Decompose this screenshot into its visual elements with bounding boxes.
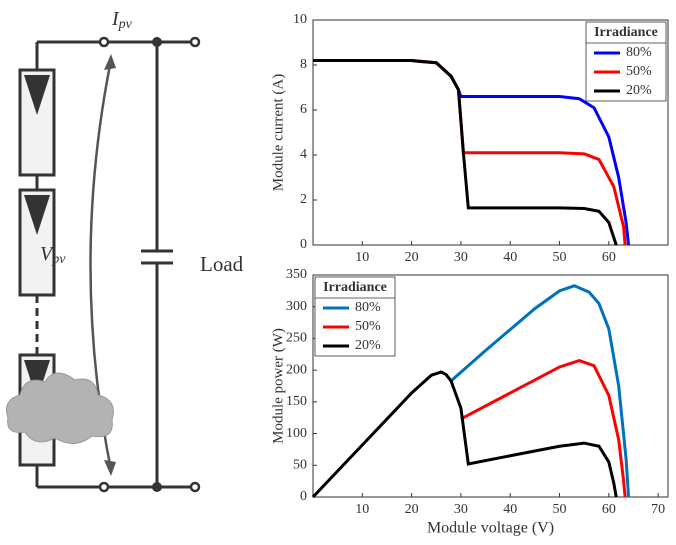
x-tick-label: 60 [602,502,616,517]
x-axis-label: Module voltage (V) [427,520,554,537]
x-tick-label: 50 [553,502,567,517]
y-tick-label: 250 [286,331,307,346]
circuit-diagram [18,36,201,493]
y-tick-label: 100 [286,426,307,441]
series-line [450,284,631,498]
x-tick-label: 40 [503,250,517,265]
legend-label: 80% [626,45,652,60]
charts: 10 20 30 40 50 60 0 2 4 6 8 10 Module current (A) Irr… [270,12,669,537]
x-tick-label: 10 [355,250,369,265]
voltage-label: Vpv [40,243,66,268]
voltage-subscript: pv [51,252,66,267]
x-tick-label: 60 [602,250,616,265]
y-tick-label: 8 [300,57,307,72]
legend-title: Irradiance [323,280,387,295]
current-label: Ipv [111,8,133,33]
y-axis-label: Module current (A) [270,74,286,191]
x-tick-label: 40 [503,502,517,517]
x-tick-label: 20 [405,502,419,517]
current-symbol: I [111,8,120,30]
y-tick-label: 2 [300,192,307,207]
y-axis-label: Module power (W) [270,328,286,444]
legend-title: Irradiance [594,25,658,40]
y-tick-label: 300 [286,299,307,314]
diagram-icons [6,54,116,476]
x-tick-label: 10 [355,502,369,517]
y-tick-label: 50 [293,458,307,473]
x-tick-label: 70 [651,502,665,517]
legend-label: 80% [355,300,381,315]
legend-box [585,21,667,102]
y-tick-label: 4 [300,147,307,162]
series-line [311,370,618,499]
y-tick-label: 0 [300,237,307,252]
y-tick-label: 150 [286,394,307,409]
legend-box [314,276,396,357]
series-line [313,59,618,246]
x-tick-label: 20 [405,250,419,265]
load-label: Load [200,252,244,276]
series-line [460,359,627,498]
legend-label: 20% [355,338,381,353]
y-tick-label: 6 [300,102,307,117]
legend-label: 20% [626,83,652,98]
y-tick-label: 10 [293,12,307,27]
voltage-symbol: V [40,243,55,265]
y-tick-label: 200 [286,362,307,377]
legend-label: 50% [355,319,381,334]
x-tick-label: 30 [454,250,468,265]
legend-label: 50% [626,64,652,79]
current-subscript: pv [118,17,133,32]
y-tick-label: 350 [286,267,307,282]
y-tick-label: 0 [300,489,307,504]
x-tick-label: 50 [553,250,567,265]
x-tick-label: 30 [454,502,468,517]
